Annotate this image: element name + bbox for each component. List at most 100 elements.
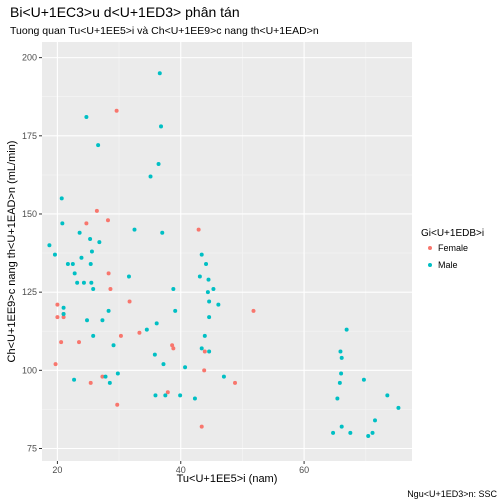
data-point-male xyxy=(202,333,207,338)
data-point-male xyxy=(126,274,131,279)
chart-subtitle: Tuong quan Tu<U+1EE5>i và Ch<U+1EE9>c na… xyxy=(10,25,319,37)
data-point-male xyxy=(211,287,216,292)
data-point-male xyxy=(183,365,188,370)
data-point-male xyxy=(156,161,161,166)
y-tick-label: 75 xyxy=(27,443,37,453)
data-point-male xyxy=(85,318,90,323)
y-tick-label: 175 xyxy=(22,131,37,141)
data-point-male xyxy=(159,124,164,129)
data-point-male xyxy=(221,374,226,379)
data-point-male xyxy=(216,302,221,307)
chart-caption: Ngu<U+1ED3>n: SSC xyxy=(407,489,497,499)
data-point-female xyxy=(196,227,201,232)
data-point-female xyxy=(59,340,64,345)
data-point-male xyxy=(173,308,178,313)
data-point-male xyxy=(61,312,66,317)
data-point-male xyxy=(144,327,149,332)
data-point-female xyxy=(55,315,60,320)
data-point-male xyxy=(84,115,89,120)
data-point-male xyxy=(111,343,116,348)
chart-title: Bi<U+1EC3>u d<U+1ED3> phân tán xyxy=(10,4,240,20)
legend-label-male: Male xyxy=(438,260,458,270)
data-point-female xyxy=(114,108,119,113)
data-point-male xyxy=(132,227,137,232)
data-point-male xyxy=(72,271,77,276)
data-point-male xyxy=(59,196,64,201)
data-point-male xyxy=(197,274,202,279)
data-point-female xyxy=(233,380,238,385)
data-point-male xyxy=(199,346,204,351)
plot-panel xyxy=(42,42,412,461)
data-point-male xyxy=(89,280,94,285)
data-point-female xyxy=(171,346,176,351)
data-point-male xyxy=(337,380,342,385)
data-point-male xyxy=(192,396,197,401)
data-point-male xyxy=(115,371,120,376)
data-point-female xyxy=(84,221,89,226)
data-point-male xyxy=(204,262,209,267)
y-axis-title: Ch<U+1EE9>c nang th<U+1EAD>n (mL/min) xyxy=(6,141,18,363)
major-gridlines xyxy=(42,42,412,461)
data-point-male xyxy=(88,236,93,241)
data-point-male xyxy=(370,430,375,435)
data-point-male xyxy=(75,280,80,285)
data-point-male xyxy=(161,362,166,367)
data-point-male xyxy=(385,393,390,398)
data-point-male xyxy=(61,305,66,310)
legend-key-female xyxy=(428,246,432,250)
data-point-male xyxy=(100,318,105,323)
data-point-male xyxy=(396,405,401,410)
legend-label-female: Female xyxy=(438,243,468,253)
data-point-female xyxy=(61,315,66,320)
legend: Gi<U+1EDB>i Female Male xyxy=(421,228,484,270)
data-point-female xyxy=(118,333,123,338)
data-point-female xyxy=(202,368,207,373)
legend-entries: Female Male xyxy=(428,243,468,270)
data-point-male xyxy=(91,287,96,292)
y-tick-label: 200 xyxy=(22,53,37,63)
data-point-male xyxy=(89,249,94,254)
data-point-female xyxy=(137,330,142,335)
data-point-male xyxy=(344,327,349,332)
data-point-female xyxy=(55,302,60,307)
data-point-male xyxy=(106,308,111,313)
data-point-male xyxy=(157,71,162,76)
data-point-male xyxy=(154,321,159,326)
data-point-male xyxy=(207,349,212,354)
data-point-male xyxy=(91,333,96,338)
data-point-male xyxy=(153,393,158,398)
data-point-male xyxy=(178,393,183,398)
data-point-male xyxy=(361,377,366,382)
data-point-male xyxy=(88,262,93,267)
data-point-female xyxy=(170,343,175,348)
data-point-male xyxy=(81,280,86,285)
data-point-male xyxy=(77,230,82,235)
data-point-male xyxy=(206,277,211,282)
data-point-male xyxy=(339,371,344,376)
legend-key-male xyxy=(428,263,432,267)
data-point-female xyxy=(100,374,105,379)
data-point-male xyxy=(331,430,336,435)
y-axis-ticks: 75 100 125 150 175 200 xyxy=(22,53,42,453)
data-point-male xyxy=(339,424,344,429)
y-tick-label: 100 xyxy=(22,365,37,375)
data-point-male xyxy=(60,221,65,226)
data-point-male xyxy=(79,255,84,260)
data-point-male xyxy=(171,287,176,292)
data-point-male xyxy=(163,393,168,398)
data-point-female xyxy=(251,308,256,313)
data-point-female xyxy=(108,287,113,292)
data-point-female xyxy=(127,299,132,304)
data-point-male xyxy=(107,380,112,385)
data-point-male xyxy=(70,262,75,267)
data-point-female xyxy=(94,208,99,213)
data-point-male xyxy=(335,396,340,401)
data-point-male xyxy=(366,433,371,438)
x-tick-label: 60 xyxy=(299,465,309,475)
x-tick-label: 20 xyxy=(52,465,62,475)
x-axis-ticks: 20 40 60 xyxy=(52,461,309,475)
data-point-male xyxy=(97,240,102,245)
x-tick-label: 40 xyxy=(176,465,186,475)
data-point-male xyxy=(96,143,101,148)
